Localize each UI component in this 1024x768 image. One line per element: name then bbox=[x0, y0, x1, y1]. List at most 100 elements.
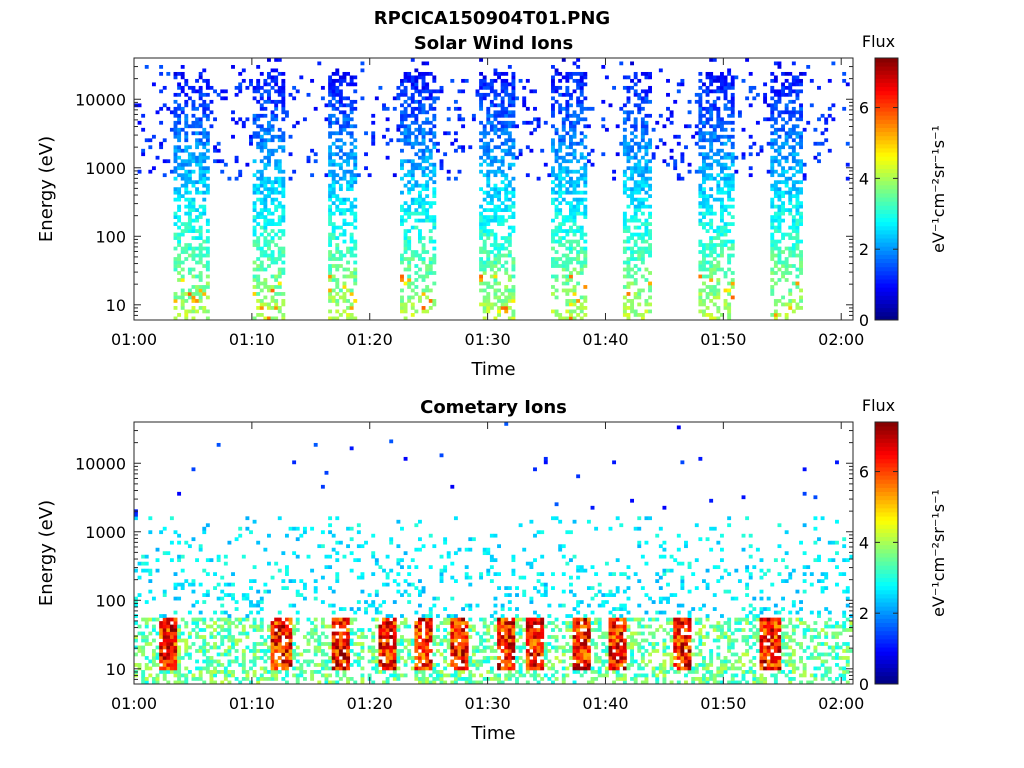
heatmap-cell bbox=[702, 120, 706, 125]
heatmap-cell bbox=[554, 152, 559, 157]
heatmap-cell bbox=[493, 204, 498, 209]
heatmap-cell bbox=[259, 145, 264, 150]
heatmap-cell bbox=[324, 635, 329, 639]
heatmap-cell bbox=[238, 82, 243, 87]
heatmap-cell bbox=[335, 642, 340, 646]
heatmap-cell bbox=[205, 138, 210, 143]
heatmap-cell bbox=[400, 673, 404, 678]
heatmap-cell bbox=[270, 663, 275, 667]
heatmap-cell bbox=[335, 204, 340, 209]
heatmap-cell bbox=[198, 117, 203, 122]
heatmap-cell bbox=[565, 246, 570, 251]
heatmap-cell bbox=[356, 628, 361, 632]
heatmap-cell bbox=[486, 183, 491, 188]
heatmap-cell bbox=[716, 96, 721, 101]
heatmap-cell bbox=[274, 204, 279, 209]
heatmap-cell bbox=[630, 169, 635, 174]
heatmap-cell bbox=[421, 673, 426, 678]
heatmap-cell bbox=[622, 148, 627, 153]
heatmap-cell bbox=[702, 131, 706, 136]
heatmap-cell bbox=[428, 610, 433, 615]
heatmap-cell bbox=[205, 642, 210, 646]
heatmap-cell bbox=[281, 579, 286, 583]
heatmap-cell bbox=[385, 656, 390, 660]
heatmap-cell bbox=[579, 267, 584, 272]
heatmap-cell bbox=[648, 253, 652, 258]
heatmap-cell bbox=[389, 568, 394, 573]
heatmap-cell bbox=[450, 645, 455, 650]
heatmap-cell bbox=[353, 99, 358, 104]
heatmap-cell bbox=[270, 652, 275, 657]
heatmap-cell bbox=[353, 152, 358, 157]
heatmap-cell bbox=[497, 281, 501, 286]
heatmap-cell bbox=[277, 610, 282, 615]
heatmap-cell bbox=[730, 162, 735, 167]
heatmap-cell bbox=[579, 264, 584, 268]
heatmap-cell bbox=[256, 313, 261, 317]
heatmap-cell bbox=[342, 78, 347, 83]
heatmap-cell bbox=[137, 593, 142, 597]
heatmap-cell bbox=[159, 120, 164, 125]
heatmap-cell bbox=[795, 75, 800, 80]
heatmap-cell bbox=[770, 89, 775, 94]
heatmap-cell bbox=[414, 309, 419, 314]
heatmap-cell bbox=[507, 190, 512, 195]
heatmap-cell bbox=[687, 99, 692, 104]
heatmap-cell bbox=[338, 652, 343, 657]
heatmap-cell bbox=[784, 316, 789, 320]
heatmap-cell bbox=[788, 190, 793, 195]
heatmap-cell bbox=[493, 232, 498, 237]
heatmap-cell bbox=[421, 187, 426, 192]
heatmap-cell bbox=[144, 600, 149, 604]
heatmap-cell bbox=[640, 96, 645, 101]
heatmap-cell bbox=[213, 628, 217, 632]
heatmap-cell bbox=[180, 106, 185, 111]
heatmap-cell bbox=[238, 169, 243, 174]
heatmap-cell bbox=[723, 75, 728, 80]
heatmap-cell bbox=[795, 253, 800, 258]
heatmap-cell bbox=[360, 96, 365, 101]
heatmap-cell bbox=[554, 127, 559, 132]
heatmap-cell bbox=[579, 271, 584, 275]
heatmap-cell bbox=[799, 162, 803, 167]
heatmap-cell bbox=[824, 117, 829, 122]
heatmap-cell bbox=[187, 211, 192, 216]
heatmap-cell bbox=[198, 670, 203, 674]
heatmap-cell bbox=[270, 645, 275, 650]
heatmap-cell bbox=[709, 134, 714, 139]
heatmap-cell bbox=[633, 243, 638, 247]
heatmap-cell bbox=[795, 306, 800, 310]
heatmap-cell bbox=[252, 85, 257, 90]
heatmap-cell bbox=[166, 631, 171, 636]
heatmap-cell bbox=[191, 85, 196, 90]
heatmap-cell bbox=[410, 78, 415, 83]
heatmap-cell bbox=[284, 642, 289, 646]
heatmap-cell bbox=[410, 187, 415, 192]
heatmap-cell bbox=[637, 145, 642, 150]
heatmap-cell bbox=[705, 229, 710, 233]
heatmap-cell bbox=[497, 75, 501, 80]
heatmap-cell bbox=[799, 260, 803, 265]
heatmap-cell bbox=[630, 155, 635, 160]
heatmap-cell bbox=[256, 131, 261, 136]
heatmap-cell bbox=[795, 204, 800, 209]
heatmap-cell bbox=[418, 89, 422, 94]
heatmap-cell bbox=[493, 78, 498, 83]
heatmap-cell bbox=[551, 197, 555, 202]
heatmap-cell bbox=[507, 183, 512, 188]
heatmap-cell bbox=[479, 218, 484, 223]
heatmap-cell bbox=[698, 267, 703, 272]
heatmap-cell bbox=[479, 204, 484, 209]
heatmap-cell bbox=[443, 568, 448, 573]
heatmap-cell bbox=[698, 71, 703, 76]
heatmap-cell bbox=[400, 110, 404, 115]
heatmap-cell bbox=[252, 201, 257, 206]
heatmap-cell bbox=[719, 176, 724, 181]
heatmap-cell bbox=[482, 78, 487, 83]
heatmap-cell bbox=[155, 155, 160, 160]
heatmap-cell bbox=[500, 124, 505, 129]
heatmap-cell bbox=[195, 285, 200, 289]
heatmap-cell bbox=[712, 257, 717, 261]
heatmap-cell bbox=[277, 281, 282, 286]
heatmap-cell bbox=[177, 166, 182, 171]
